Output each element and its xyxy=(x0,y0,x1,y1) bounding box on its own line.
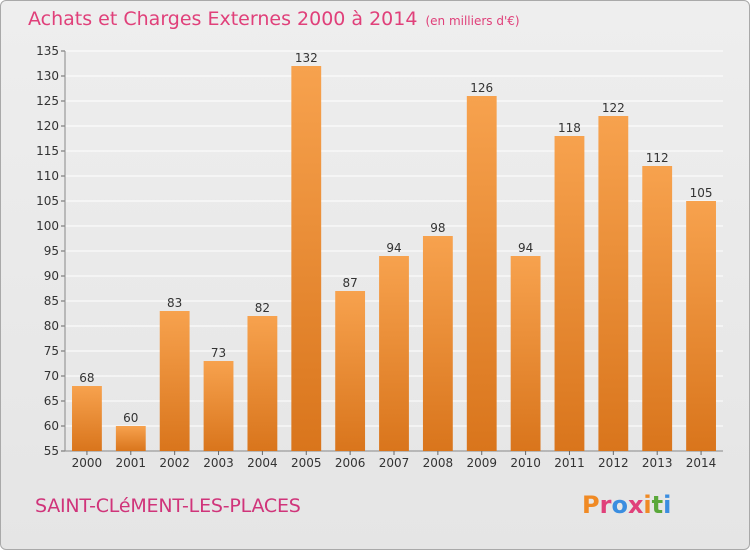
logo-letter: r xyxy=(599,491,612,519)
x-tick-label: 2013 xyxy=(642,456,673,470)
bar-2001 xyxy=(115,426,146,451)
y-tick-label: 130 xyxy=(36,69,59,83)
x-tick-label: 2003 xyxy=(203,456,234,470)
y-tick-label: 70 xyxy=(44,369,59,383)
data-label: 87 xyxy=(342,276,357,290)
bar-2009 xyxy=(466,96,497,451)
bar-2013 xyxy=(642,166,673,451)
bars xyxy=(72,66,716,451)
x-tick-label: 2007 xyxy=(379,456,410,470)
logo-letter: o xyxy=(611,491,628,519)
y-tick-label: 55 xyxy=(44,444,59,458)
x-tick-label: 2010 xyxy=(510,456,541,470)
chart-unit: (en milliers d'€) xyxy=(425,14,520,28)
x-tick-label: 2009 xyxy=(466,456,497,470)
proxiti-logo: Proxiti xyxy=(582,491,671,519)
data-label: 112 xyxy=(646,151,669,165)
data-label: 122 xyxy=(602,101,625,115)
data-label: 68 xyxy=(79,371,94,385)
chart-title: Achats et Charges Externes 2000 à 2014 (e… xyxy=(28,8,520,30)
y-tick-label: 95 xyxy=(44,244,59,258)
y-tick-label: 125 xyxy=(36,94,59,108)
data-labels: 68 60 83 73 82 132 87 94 98 126 94 118 122 112 105 xyxy=(79,51,712,425)
data-label: 118 xyxy=(558,121,581,135)
bar-2014 xyxy=(686,201,716,451)
bar-2011 xyxy=(554,136,585,451)
bar-2002 xyxy=(159,311,190,451)
data-label: 126 xyxy=(470,81,493,95)
x-tick-label: 2008 xyxy=(423,456,454,470)
bar-2000 xyxy=(72,386,102,451)
x-tick-label: 2005 xyxy=(291,456,322,470)
x-tick-label: 2001 xyxy=(116,456,147,470)
chart-title-text: Achats et Charges Externes 2000 à 2014 xyxy=(28,8,418,30)
x-tick-label: 2004 xyxy=(247,456,278,470)
data-label: 105 xyxy=(690,186,713,200)
y-tick-label: 65 xyxy=(44,394,59,408)
x-tick-label: 2000 xyxy=(72,456,103,470)
logo-letter: i xyxy=(663,491,672,519)
commune-name: SAINT-CLéMENT-LES-PLACES xyxy=(35,495,301,517)
data-label: 83 xyxy=(167,296,182,310)
data-label: 98 xyxy=(430,221,445,235)
y-tick-label: 120 xyxy=(36,119,59,133)
bar-2003 xyxy=(203,361,234,451)
bar-2008 xyxy=(422,236,453,451)
y-tick-label: 75 xyxy=(44,344,59,358)
x-tick-label: 2006 xyxy=(335,456,366,470)
data-label: 73 xyxy=(211,346,226,360)
bar-2010 xyxy=(510,256,541,451)
y-tick-label: 135 xyxy=(36,44,59,58)
x-tick-label: 2011 xyxy=(554,456,585,470)
x-tick-label: 2014 xyxy=(686,456,717,470)
y-tick-label: 110 xyxy=(36,169,59,183)
axes: 55 60 65 70 75 80 85 90 95 100 105 110 115 120 125 130 1… xyxy=(36,44,723,470)
logo-letter: x xyxy=(627,491,644,519)
y-tick-label: 100 xyxy=(36,219,59,233)
data-label: 94 xyxy=(518,241,533,255)
bar-2007 xyxy=(379,256,409,451)
y-tick-label: 90 xyxy=(44,269,59,283)
data-label: 94 xyxy=(386,241,401,255)
logo-letter: P xyxy=(582,491,600,519)
y-tick-label: 115 xyxy=(36,144,59,158)
bar-2006 xyxy=(335,291,366,451)
y-tick-label: 85 xyxy=(44,294,59,308)
x-tick-label: 2002 xyxy=(159,456,190,470)
data-label: 82 xyxy=(255,301,270,315)
logo-letter: i xyxy=(643,491,652,519)
data-label: 60 xyxy=(123,411,138,425)
y-tick-label: 60 xyxy=(44,419,59,433)
logo-letter: t xyxy=(651,491,664,519)
bar-2004 xyxy=(247,316,278,451)
data-label: 132 xyxy=(295,51,318,65)
bar-2005 xyxy=(291,66,322,451)
y-tick-label: 80 xyxy=(44,319,59,333)
y-tick-label: 105 xyxy=(36,194,59,208)
x-tick-label: 2012 xyxy=(598,456,629,470)
bar-2012 xyxy=(598,116,629,451)
